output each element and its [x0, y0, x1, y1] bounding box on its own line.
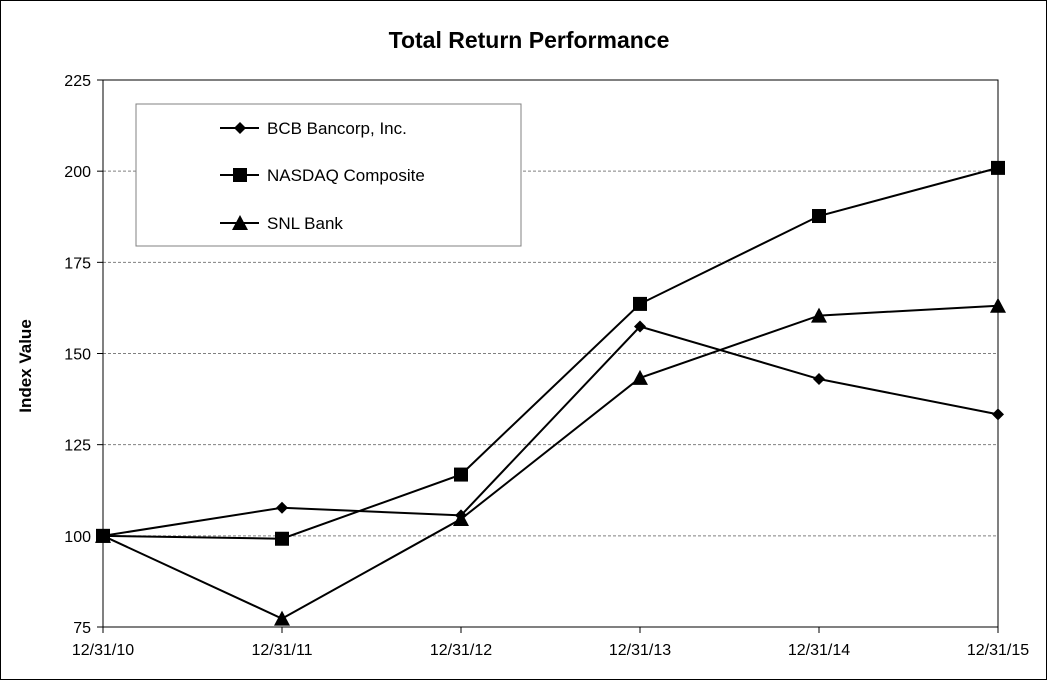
y-tick-label: 125: [64, 438, 91, 455]
series-lines: [95, 160, 1006, 626]
data-point-diamond: [813, 373, 825, 386]
x-tick-label: 12/31/11: [251, 642, 312, 659]
data-point-square: [275, 531, 289, 546]
data-point-square: [633, 296, 647, 311]
y-tick-label: 225: [64, 73, 91, 90]
data-point-square: [812, 209, 826, 224]
data-point-diamond: [634, 320, 646, 333]
data-point-triangle: [811, 307, 827, 323]
y-tick-label: 150: [64, 347, 91, 364]
y-tick-label: 100: [64, 529, 91, 546]
data-point-triangle: [990, 297, 1006, 313]
series-line: [102, 166, 999, 540]
data-point-triangle: [632, 369, 648, 385]
series-triangle: [95, 297, 1006, 626]
data-point-triangle: [453, 511, 469, 527]
data-point-diamond: [992, 408, 1004, 421]
data-point-triangle: [95, 527, 111, 543]
legend-item: BCB Bancorp, Inc.: [220, 119, 407, 138]
x-tick-label: 12/31/15: [967, 642, 1029, 659]
y-tick-label: 175: [64, 255, 91, 272]
legend-triangle-marker: [232, 215, 248, 230]
legend-square-marker: [233, 168, 247, 182]
axes: 75 100 125 150 175 200 225 12/31/10 12/31/11 12/3…: [64, 73, 1029, 659]
data-point-diamond: [276, 501, 288, 514]
legend-label: SNL Bank: [267, 214, 343, 233]
legend-box: [135, 103, 522, 247]
legend-item: NASDAQ Composite: [220, 166, 425, 185]
x-tick-label: 12/31/13: [609, 642, 671, 659]
series-line: [102, 325, 999, 537]
x-tick-label: 12/31/12: [430, 642, 492, 659]
data-point-square: [991, 160, 1005, 175]
legend-label: BCB Bancorp, Inc.: [267, 119, 407, 138]
chart-title: Total Return Performance: [389, 27, 670, 53]
legend-diamond-marker: [234, 122, 246, 134]
data-point-triangle: [274, 610, 290, 626]
legend: BCB Bancorp, Inc. NASDAQ Composite SNL Ban…: [135, 103, 522, 247]
x-tick-label: 12/31/10: [72, 642, 134, 659]
y-tick-label: 200: [64, 164, 91, 181]
series-line: [102, 304, 999, 620]
y-axis-label: Index Value: [16, 319, 35, 413]
legend-item: SNL Bank: [220, 214, 343, 233]
y-tick-label: 75: [73, 620, 91, 637]
legend-label: NASDAQ Composite: [267, 166, 425, 185]
x-tick-label: 12/31/14: [788, 642, 850, 659]
data-point-square: [454, 467, 468, 482]
gridlines: [103, 170, 998, 537]
